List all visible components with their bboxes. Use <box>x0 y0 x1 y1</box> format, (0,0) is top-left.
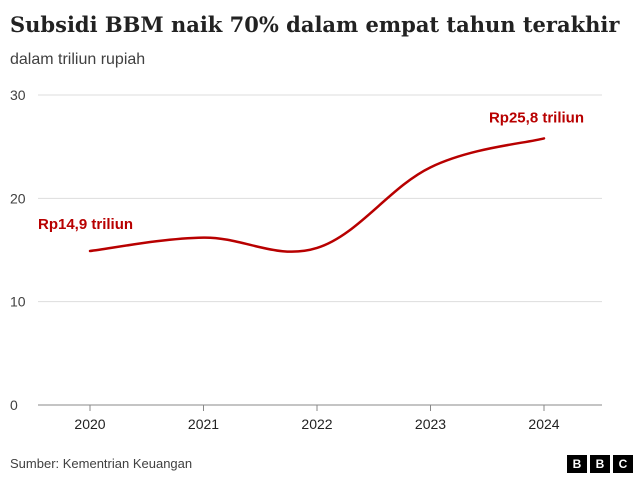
y-tick-label: 10 <box>10 294 26 310</box>
y-axis-ticks: 0 10 20 30 <box>10 87 26 413</box>
logo-letter: C <box>613 455 633 473</box>
series-group <box>88 137 546 253</box>
x-tick-label: 2023 <box>415 416 446 432</box>
logo-letter: B <box>567 455 587 473</box>
x-tick-label: 2022 <box>301 416 332 432</box>
annotation-label: Rp14,9 triliun <box>38 216 133 233</box>
x-axis: 2020 2021 2022 2023 2024 <box>38 404 602 432</box>
x-tick-label: 2021 <box>188 416 219 432</box>
y-tick-label: 0 <box>10 397 18 413</box>
x-tick-label: 2024 <box>528 416 559 432</box>
y-tick-label: 30 <box>10 87 26 103</box>
bbc-logo: B B C <box>567 455 633 473</box>
annotation-label: Rp25,8 triliun <box>489 109 584 126</box>
series-line <box>88 137 546 253</box>
x-tick-label: 2020 <box>74 416 105 432</box>
annotations: Rp14,9 triliun Rp25,8 triliun <box>38 109 584 233</box>
y-tick-label: 20 <box>10 190 26 206</box>
line-chart: 0 10 20 30 2020 2021 2022 2023 2024 Rp14,9 tril… <box>10 87 602 432</box>
source-note: Sumber: Kementrian Keuangan <box>10 456 193 471</box>
chart-subtitle: dalam triliun rupiah <box>10 51 146 68</box>
grid-lines <box>38 94 602 303</box>
logo-letter: B <box>590 455 610 473</box>
chart-title: Subsidi BBM naik 70% dalam empat tahun t… <box>10 12 620 37</box>
